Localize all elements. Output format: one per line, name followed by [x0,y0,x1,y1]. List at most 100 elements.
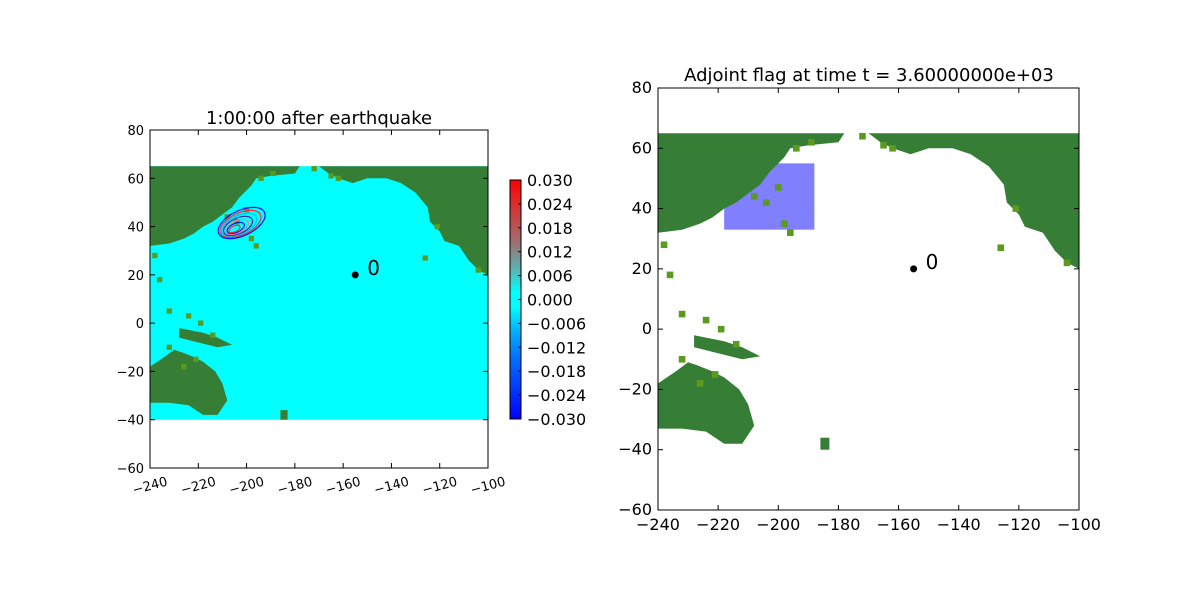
land-cell [696,380,704,387]
land-cell [750,193,758,200]
y-tick-label: 40 [127,221,144,236]
colorbar-tick-label: 0.018 [527,219,573,238]
colorbar-tick-label: 0.024 [527,195,573,214]
y-tick-label: −20 [117,365,144,380]
land-cell [678,310,686,318]
land-cell [248,235,255,242]
land-cell [774,184,782,191]
land-cell [198,320,204,326]
left-axes-frame [149,129,489,469]
land-cell [660,241,668,249]
right-y-ticks: −60 −40 −20 0 20 40 60 80 [618,78,1079,519]
y-tick-label: −60 [618,500,652,519]
gauge-label: 0 [926,250,939,274]
land-cell [270,170,276,177]
left-plot-area: 0 [150,165,488,420]
wave-ring [219,209,262,239]
land-cell [762,199,770,206]
y-tick-label: 40 [632,199,652,218]
land-cell [711,371,719,378]
left-y-ticks: −60 −40 −20 0 20 40 60 80 [117,124,488,477]
colorbar-tick-label: −0.018 [527,362,586,381]
land-cell [210,332,216,338]
land-cell [666,271,674,279]
y-tick-label: −20 [618,379,652,398]
x-tick-label: −240 [636,515,680,534]
x-tick-label: −220 [179,475,217,499]
colorbar-tick-label: 0.012 [527,243,573,262]
left-panel: 1:00:00 after earthquake 0 −240 −220 −200−… [117,108,587,498]
land-mass [150,349,228,415]
land-cell [787,229,794,236]
gauge-point [910,265,918,273]
land-cell [997,244,1005,252]
land-cell [889,144,896,152]
land-cell [181,363,187,370]
x-tick-label: −100 [469,475,507,499]
land-cell [166,344,172,350]
colorbar-ticks: 0.030 0.024 0.018 0.012 0.006 0.000 −0.006 −0.0… [518,171,586,429]
land-cell [258,175,264,181]
wave-ring [224,218,250,236]
land-mass [280,410,288,420]
land-cell [328,173,334,179]
y-tick-label: 60 [127,172,144,187]
x-tick-label: −160 [324,475,362,499]
land-mass [319,166,488,275]
colorbar-tick-label: −0.012 [527,338,586,357]
right-title: Adjoint flag at time t = 3.60000000e+03 [684,65,1054,86]
gauge-point [351,271,359,279]
land-cell [808,138,815,146]
land-cell [1012,205,1020,212]
wave-ring [228,224,241,234]
land-mass [820,437,830,450]
wave-ring [221,212,258,238]
land-cell [702,316,710,324]
land-cell [166,308,172,314]
gauge-label: 0 [367,256,380,280]
y-tick-label: 0 [642,319,652,338]
x-tick-label: −200 [228,475,266,499]
y-tick-label: −40 [117,414,144,429]
land-cell [152,252,158,259]
land-cell [253,243,259,249]
right-plot-area: 0 [658,132,1079,450]
x-tick-label: −200 [756,515,800,534]
land-cell [335,175,341,181]
land-cell [717,325,725,333]
land-cell [185,313,192,319]
colorbar-tick-label: 0.030 [527,171,573,190]
land-cell [422,255,428,261]
right-panel: Adjoint flag at time t = 3.60000000e+03 … [618,65,1101,534]
x-tick-label: −120 [421,475,459,499]
land-cell [475,267,481,273]
colorbar-tick-label: 0.000 [527,291,573,310]
land-cell [157,277,163,283]
land-cell [678,355,686,363]
wave-ring [222,215,254,237]
land-mass [179,328,233,348]
right-axes-frame [657,87,1080,511]
x-tick-label: −180 [816,515,860,534]
land-cell [793,144,800,152]
x-tick-label: −140 [937,515,981,534]
land-cell [1063,259,1071,267]
colorbar-tick-label: −0.024 [527,386,586,405]
land-cell [311,165,317,172]
land-cell [880,141,887,149]
land-cell [780,220,788,227]
wave-ring [226,221,245,235]
land-cell [859,132,866,140]
x-tick-label: −120 [997,515,1041,534]
y-tick-label: 80 [632,78,652,97]
right-x-ticks: −240 −220 −200 −180 −160 −140 −120 −100 [636,88,1101,534]
land-cell [193,356,199,363]
x-tick-label: −180 [276,475,314,499]
land-mass [150,166,300,246]
land-mass [658,362,755,444]
land-mass [868,133,1079,269]
y-tick-label: 80 [127,124,144,139]
x-tick-label: −240 [131,475,169,499]
left-title: 1:00:00 after earthquake [206,108,432,129]
